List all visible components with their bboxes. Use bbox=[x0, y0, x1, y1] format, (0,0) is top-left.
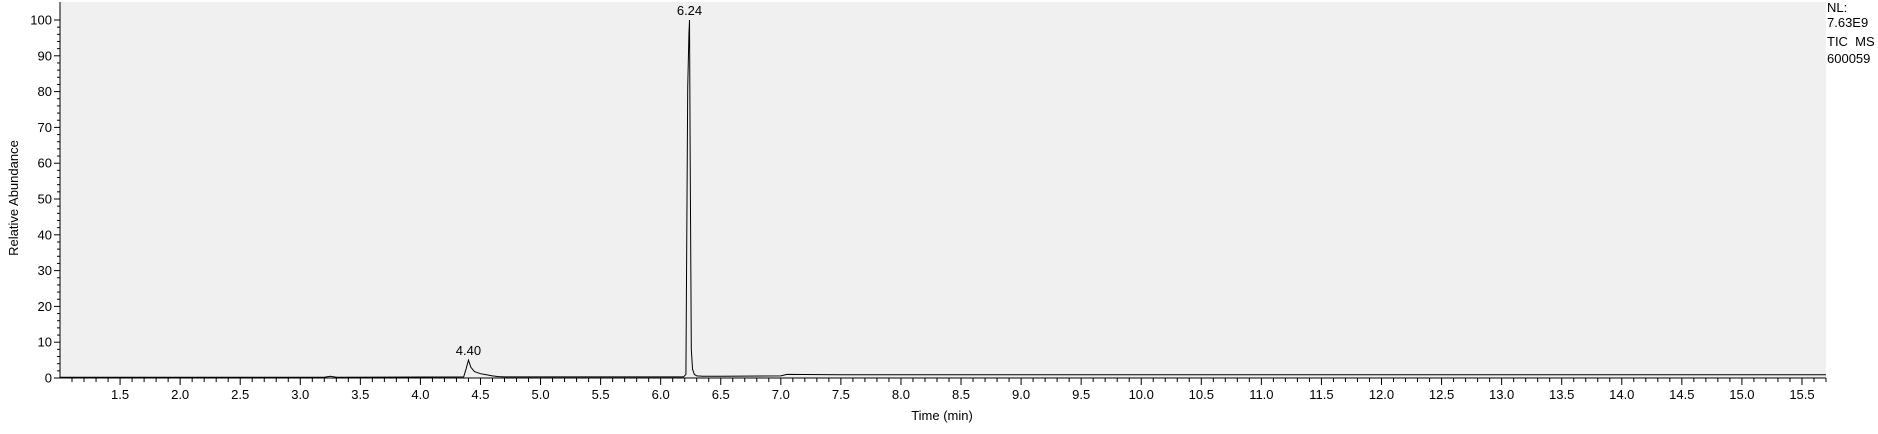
x-tick-label: 2.5 bbox=[231, 387, 249, 402]
y-tick-label: 10 bbox=[38, 335, 52, 350]
x-tick-label: 6.0 bbox=[652, 387, 670, 402]
trace-label: TIC MS bbox=[1827, 34, 1875, 49]
x-tick-label: 15.5 bbox=[1789, 387, 1814, 402]
x-tick-label: 9.0 bbox=[1012, 387, 1030, 402]
x-tick-label: 6.5 bbox=[712, 387, 730, 402]
x-tick-label: 15.0 bbox=[1729, 387, 1754, 402]
y-tick-label: 40 bbox=[38, 227, 52, 242]
plot-background bbox=[60, 2, 1826, 378]
y-axis-title: Relative Abundance bbox=[6, 140, 21, 256]
x-tick-label: 13.0 bbox=[1489, 387, 1514, 402]
x-tick-label: 5.5 bbox=[592, 387, 610, 402]
tic-trace-line bbox=[60, 19, 1826, 378]
y-tick-label: 20 bbox=[38, 299, 52, 314]
x-tick-label: 3.0 bbox=[291, 387, 309, 402]
x-axis: 1.5 2.0 2.5 3.0 3.5 4.0 4.5 5.0 5.5 6.0 6.5 7.0 7.5 8… bbox=[60, 377, 1827, 402]
peak-label: 6.24 bbox=[677, 3, 702, 18]
x-tick-label: 11.0 bbox=[1249, 387, 1273, 402]
peak-label: 4.40 bbox=[456, 343, 481, 358]
x-tick-label: 5.0 bbox=[532, 387, 550, 402]
y-tick-label: 30 bbox=[38, 263, 52, 278]
y-tick-label: 0 bbox=[45, 371, 52, 386]
x-tick-label: 3.5 bbox=[351, 387, 369, 402]
y-tick-label: 60 bbox=[38, 156, 52, 171]
x-tick-label: 12.0 bbox=[1369, 387, 1394, 402]
x-tick-label: 1.5 bbox=[111, 387, 129, 402]
y-tick-label: 80 bbox=[38, 84, 52, 99]
x-tick-label: 14.0 bbox=[1609, 387, 1634, 402]
peak-labels: 4.40 6.24 bbox=[456, 3, 702, 358]
x-tick-label: 11.5 bbox=[1309, 387, 1333, 402]
y-axis: 0 10 20 30 40 50 60 70 80 90 100 bbox=[30, 2, 61, 386]
x-tick-label: 9.5 bbox=[1072, 387, 1090, 402]
x-tick-label: 14.5 bbox=[1669, 387, 1694, 402]
x-tick-label: 2.0 bbox=[171, 387, 189, 402]
x-tick-label: 13.5 bbox=[1549, 387, 1574, 402]
y-tick-label: 70 bbox=[38, 120, 52, 135]
x-tick-label: 8.0 bbox=[892, 387, 910, 402]
x-tick-label: 10.0 bbox=[1129, 387, 1154, 402]
x-tick-label: 4.5 bbox=[471, 387, 489, 402]
y-tick-label: 50 bbox=[38, 192, 52, 207]
x-axis-title: Time (min) bbox=[911, 408, 973, 423]
x-tick-label: 4.0 bbox=[411, 387, 429, 402]
x-tick-label: 12.5 bbox=[1429, 387, 1454, 402]
x-tick-label: 7.0 bbox=[772, 387, 790, 402]
y-tick-label: 90 bbox=[38, 48, 52, 63]
x-tick-label: 8.5 bbox=[952, 387, 970, 402]
file-id: 600059 bbox=[1827, 51, 1870, 66]
x-tick-label: 10.5 bbox=[1189, 387, 1214, 402]
nl-value: 7.63E9 bbox=[1827, 15, 1868, 30]
y-tick-label: 100 bbox=[30, 13, 52, 28]
nl-label: NL: bbox=[1827, 0, 1847, 15]
x-tick-label: 7.5 bbox=[832, 387, 850, 402]
